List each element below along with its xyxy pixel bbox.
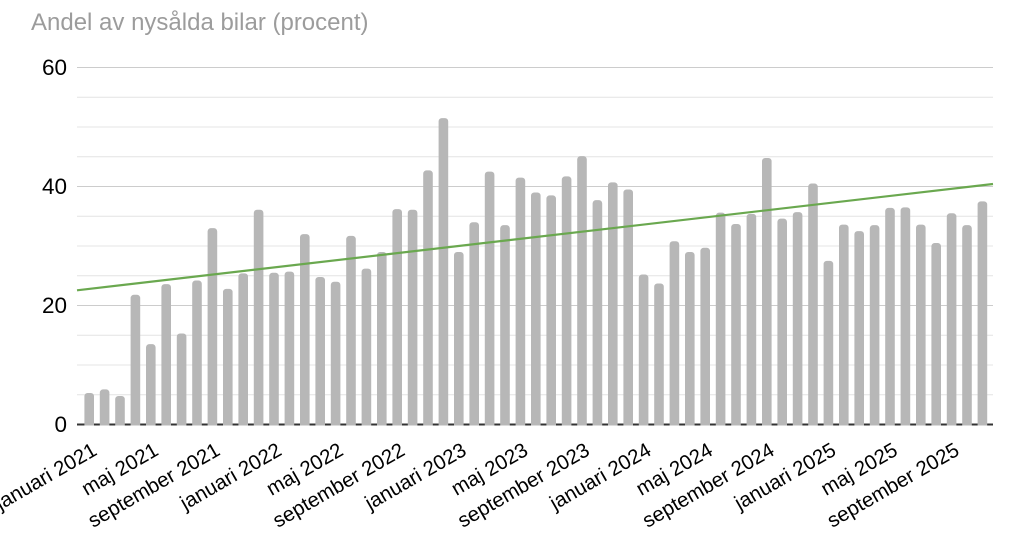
svg-text:60: 60 [42, 55, 67, 80]
svg-text:40: 40 [42, 174, 67, 199]
svg-text:0: 0 [54, 412, 67, 437]
svg-text:Andel av nysålda bilar (procen: Andel av nysålda bilar (procent) [31, 9, 369, 36]
svg-text:20: 20 [42, 293, 67, 318]
